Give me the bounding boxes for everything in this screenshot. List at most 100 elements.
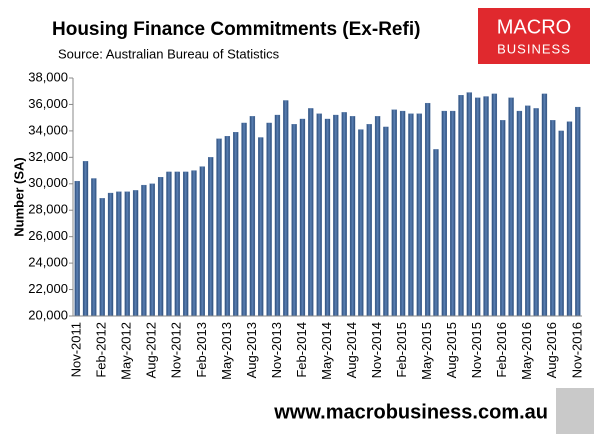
bar <box>341 112 347 317</box>
x-tick-label: Nov-2013 <box>269 322 284 378</box>
y-tick-label: 20,000 <box>28 307 68 322</box>
y-tick-label: 24,000 <box>28 255 68 270</box>
bar <box>391 109 397 317</box>
bar <box>191 170 197 317</box>
x-tick-label: May-2014 <box>319 322 334 380</box>
x-tick-label: Feb-2013 <box>194 322 209 378</box>
bar <box>241 122 247 317</box>
x-tick-label: May-2013 <box>219 322 234 380</box>
x-tick-label: Feb-2016 <box>494 322 509 378</box>
bar <box>516 110 523 317</box>
logo-box <box>478 8 590 64</box>
x-tick-label: May-2012 <box>119 322 134 380</box>
bar <box>533 108 539 317</box>
y-axis-label: Number (SA) <box>11 157 26 236</box>
bar <box>550 120 556 317</box>
bar <box>349 116 356 317</box>
bar <box>166 171 172 317</box>
bar <box>82 161 89 317</box>
x-tick-label: Nov-2012 <box>169 322 184 378</box>
bar <box>491 93 498 317</box>
bar <box>466 92 473 317</box>
x-tick-label: Aug-2013 <box>244 322 259 378</box>
x-tick-label: Nov-2014 <box>369 322 384 378</box>
y-tick-label: 36,000 <box>28 96 68 111</box>
bar <box>316 113 322 317</box>
bar <box>266 122 272 317</box>
x-tick-label: Nov-2016 <box>569 322 584 378</box>
bar <box>308 108 314 317</box>
y-tick-label: 22,000 <box>28 281 68 296</box>
bar <box>174 171 180 317</box>
bar <box>399 110 406 317</box>
bar <box>324 118 331 317</box>
y-tick-label: 32,000 <box>28 149 68 164</box>
bar <box>383 126 389 317</box>
bar <box>157 177 164 317</box>
x-tick-label: Aug-2012 <box>144 322 159 378</box>
chart-subtitle: Source: Australian Bureau of Statistics <box>58 46 280 61</box>
bar <box>107 192 114 317</box>
bar <box>116 191 122 317</box>
bar <box>566 121 573 317</box>
bar <box>458 95 464 317</box>
x-tick-label: Nov-2015 <box>469 322 484 378</box>
chart-title: Housing Finance Commitments (Ex-Refi) <box>52 19 420 40</box>
bar <box>74 180 80 317</box>
bar <box>141 184 147 317</box>
bar <box>358 129 364 317</box>
x-tick-label: May-2016 <box>519 322 534 380</box>
bar <box>99 198 105 317</box>
bar <box>424 102 431 317</box>
bar <box>199 166 205 317</box>
bar <box>450 110 456 317</box>
bar <box>416 113 422 317</box>
x-tick-label: Feb-2014 <box>294 322 309 378</box>
bar <box>366 124 372 317</box>
bar <box>483 96 489 317</box>
bar <box>408 113 414 317</box>
x-tick-label: Nov-2011 <box>69 322 84 377</box>
x-tick-label: Feb-2015 <box>394 322 409 378</box>
bar <box>508 97 514 317</box>
logo-text: MACRO <box>497 16 571 38</box>
bar <box>575 106 581 317</box>
y-tick-label: 26,000 <box>28 228 68 243</box>
x-tick-label: Aug-2016 <box>544 322 559 378</box>
x-tick-label: May-2015 <box>419 322 434 380</box>
x-tick-label: Aug-2015 <box>444 322 459 378</box>
y-tick-label: 34,000 <box>28 122 68 137</box>
bar <box>216 138 222 317</box>
bar <box>149 183 155 317</box>
bar <box>475 97 481 317</box>
bar <box>208 157 214 317</box>
bar <box>558 130 564 317</box>
y-tick-label: 30,000 <box>28 175 68 190</box>
y-tick-label: 28,000 <box>28 202 68 217</box>
bar <box>124 191 130 317</box>
bar <box>91 178 97 317</box>
bar <box>441 110 447 317</box>
bar <box>249 116 256 317</box>
bar <box>374 116 381 317</box>
wolf-icon <box>556 388 594 434</box>
x-tick-label: Aug-2014 <box>344 322 359 378</box>
bar <box>274 114 281 317</box>
footer-url: www.macrobusiness.com.au <box>273 401 548 423</box>
logo-text: BUSINESS <box>497 41 571 56</box>
bar <box>333 114 339 317</box>
bar <box>224 136 231 317</box>
bar <box>299 118 306 317</box>
bar <box>500 120 506 317</box>
bar <box>182 171 189 317</box>
bar <box>525 105 531 317</box>
x-tick-label: Feb-2012 <box>94 322 109 378</box>
bar <box>291 124 297 317</box>
bar <box>258 137 264 317</box>
bar <box>541 93 548 317</box>
bar <box>433 149 439 317</box>
bar <box>233 132 239 317</box>
bar <box>283 100 289 317</box>
bar <box>132 190 139 317</box>
